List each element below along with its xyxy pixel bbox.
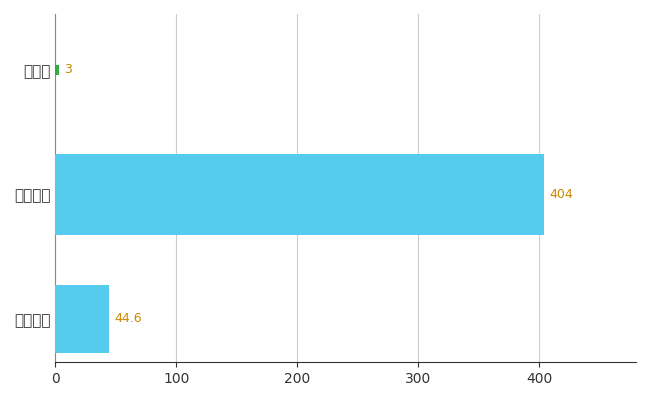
Text: 404: 404 [549, 188, 573, 201]
Text: 3: 3 [64, 63, 72, 76]
Bar [55, 154, 544, 235]
Bar [55, 65, 59, 75]
Bar [55, 284, 109, 353]
Text: 44.6: 44.6 [114, 312, 142, 325]
